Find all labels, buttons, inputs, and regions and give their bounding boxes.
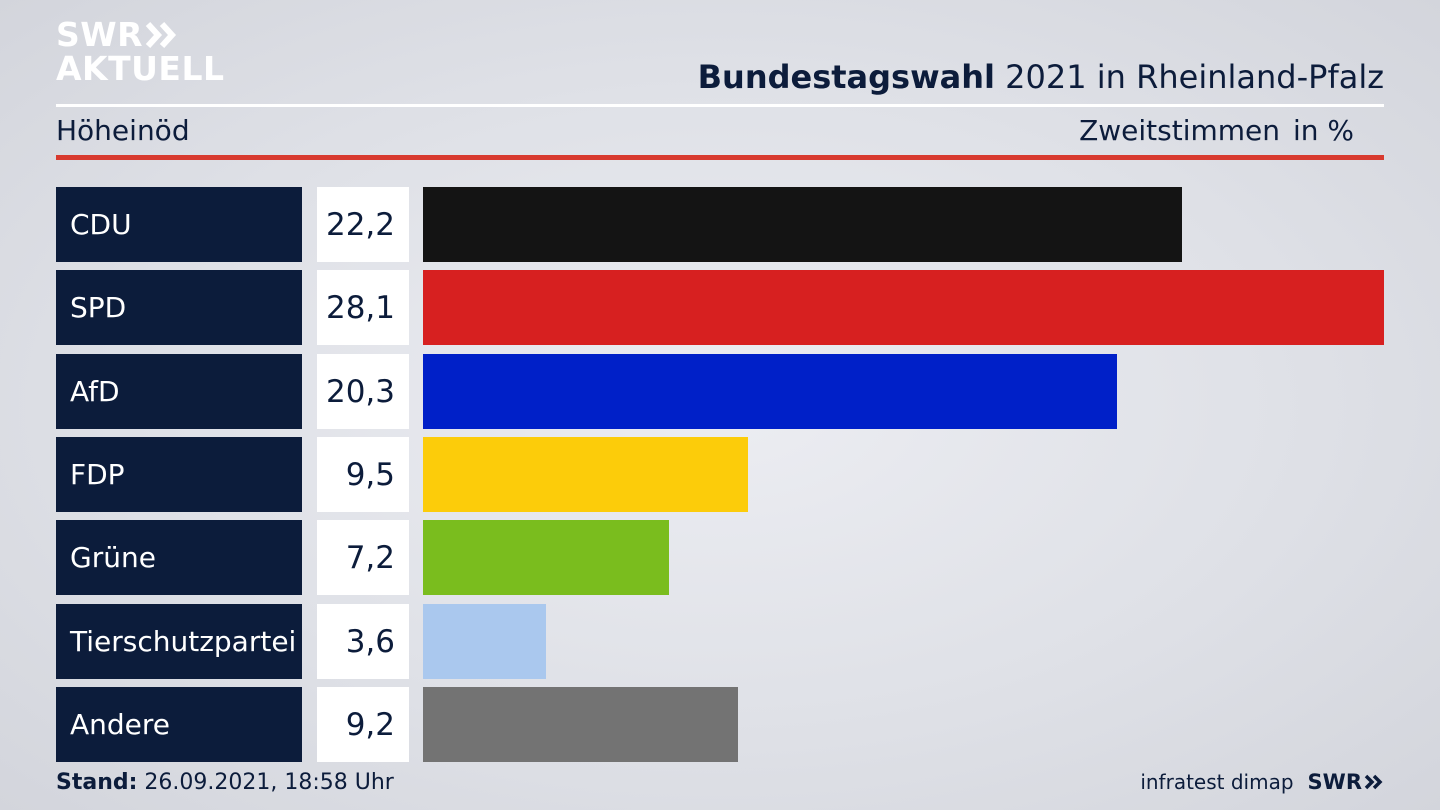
double-chevron-right-icon bbox=[1364, 774, 1383, 790]
double-chevron-right-icon bbox=[145, 21, 177, 49]
value-label: 28,1 bbox=[317, 270, 409, 345]
source-label: infratest dimap bbox=[1140, 770, 1294, 794]
party-label: AfD bbox=[56, 354, 302, 429]
bar bbox=[423, 187, 1182, 262]
bar-row: Andere 9,2 bbox=[0, 687, 1440, 762]
value-label: 20,3 bbox=[317, 354, 409, 429]
bar-row: Grüne 7,2 bbox=[0, 520, 1440, 595]
value-label: 9,2 bbox=[317, 687, 409, 762]
unit-label: in % bbox=[1292, 114, 1354, 147]
vote-type-label: Zweitstimmen bbox=[1079, 114, 1280, 147]
timestamp: Stand: 26.09.2021, 18:58 Uhr bbox=[56, 770, 394, 795]
party-label: Grüne bbox=[56, 520, 302, 595]
footer-logo: SWR bbox=[1308, 770, 1384, 794]
bar-row: AfD 20,3 bbox=[0, 354, 1440, 429]
value-label: 22,2 bbox=[317, 187, 409, 262]
party-label: SPD bbox=[56, 270, 302, 345]
party-label: Tierschutzpartei bbox=[56, 604, 302, 679]
bar-row: Tierschutzpartei 3,6 bbox=[0, 604, 1440, 679]
swr-aktuell-logo: SWR AKTUELL bbox=[56, 18, 225, 86]
bar bbox=[423, 354, 1117, 429]
bar bbox=[423, 437, 748, 512]
party-label: Andere bbox=[56, 687, 302, 762]
stand-value: 26.09.2021, 18:58 Uhr bbox=[144, 770, 394, 795]
bar bbox=[423, 687, 738, 762]
footer-credits: infratest dimap SWR bbox=[1140, 770, 1384, 794]
value-label: 3,6 bbox=[317, 604, 409, 679]
stand-label: Stand: bbox=[56, 770, 138, 795]
accent-divider bbox=[56, 155, 1384, 160]
logo-aktuell-text: AKTUELL bbox=[56, 49, 225, 88]
value-label: 9,5 bbox=[317, 437, 409, 512]
bar-row: FDP 9,5 bbox=[0, 437, 1440, 512]
footer-logo-text: SWR bbox=[1307, 770, 1362, 794]
bar-row: SPD 28,1 bbox=[0, 270, 1440, 345]
title-rest: 2021 in Rheinland-Pfalz bbox=[1005, 58, 1384, 96]
region-label: Höheinöd bbox=[56, 114, 190, 147]
value-label: 7,2 bbox=[317, 520, 409, 595]
bar-row: CDU 22,2 bbox=[0, 187, 1440, 262]
chart-title: Bundestagswahl 2021 in Rheinland-Pfalz bbox=[698, 58, 1384, 96]
bar bbox=[423, 520, 669, 595]
party-label: FDP bbox=[56, 437, 302, 512]
logo-swr-text: SWR bbox=[56, 15, 144, 54]
header-divider bbox=[56, 104, 1384, 107]
bar bbox=[423, 270, 1384, 345]
bar bbox=[423, 604, 546, 679]
title-bold: Bundestagswahl bbox=[697, 58, 995, 96]
party-label: CDU bbox=[56, 187, 302, 262]
